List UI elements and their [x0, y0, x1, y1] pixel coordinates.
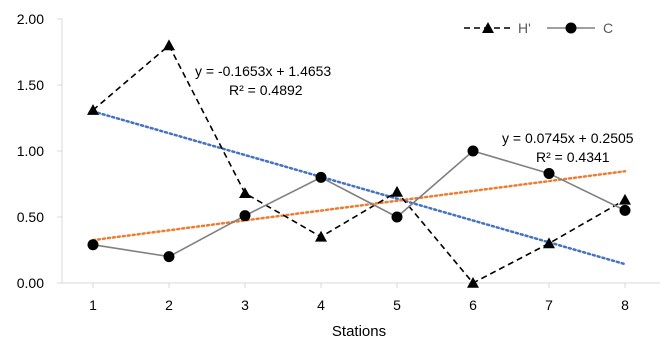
c-data-point [619, 204, 631, 216]
trendline-r2: R² = 0.4892 [229, 82, 303, 98]
c-data-point [163, 251, 175, 263]
h-data-point [467, 277, 479, 288]
c-data-point [87, 239, 99, 251]
legend-marker-c [565, 22, 577, 34]
h-data-point [391, 185, 403, 197]
legend-marker-h [482, 22, 494, 33]
y-tick-label: 0.00 [17, 275, 44, 291]
trendline-equation: y = 0.0745x + 0.2505 [502, 130, 634, 146]
annotations: y = -0.1653x + 1.4653 R² = 0.4892 y = 0.07… [195, 63, 634, 165]
h-data-point [163, 39, 175, 51]
series-line-h [92, 44, 626, 285]
c-data-point [391, 211, 403, 223]
legend-label-c: C [603, 20, 613, 36]
h-data-point [543, 237, 555, 249]
h-data-point [315, 230, 327, 242]
c-data-point [467, 145, 479, 157]
trendlines [91, 110, 627, 266]
c-data-point [315, 171, 327, 183]
y-tick-label: 0.50 [17, 209, 44, 225]
x-tick-label: 5 [393, 297, 401, 313]
legend: H' C [464, 20, 613, 36]
trendline-c [91, 170, 627, 242]
series-line-c [92, 150, 626, 258]
h-data-point [87, 104, 99, 115]
trendline-h [91, 110, 627, 266]
x-tick-label: 2 [165, 297, 173, 313]
x-tick-label: 1 [89, 297, 97, 313]
trendline-equation: y = -0.1653x + 1.4653 [195, 63, 331, 79]
x-tick-label: 8 [621, 297, 629, 313]
c-data-point [239, 210, 251, 222]
h-data-point [239, 187, 251, 199]
c-data-point [543, 167, 555, 179]
x-tick-label: 7 [545, 297, 553, 313]
series [87, 39, 631, 288]
y-tick-label: 1.00 [17, 143, 44, 159]
y-tick-label: 1.50 [17, 77, 44, 93]
y-tick-label: 2.00 [17, 11, 44, 27]
x-axis-title: Stations [332, 323, 386, 339]
x-tick-label: 4 [317, 297, 325, 313]
h-data-point [619, 193, 631, 205]
x-tick-label: 3 [241, 297, 249, 313]
trendline-r2: R² = 0.4341 [536, 149, 610, 165]
x-tick-label: 6 [469, 297, 477, 313]
legend-label-h: H' [518, 20, 531, 36]
